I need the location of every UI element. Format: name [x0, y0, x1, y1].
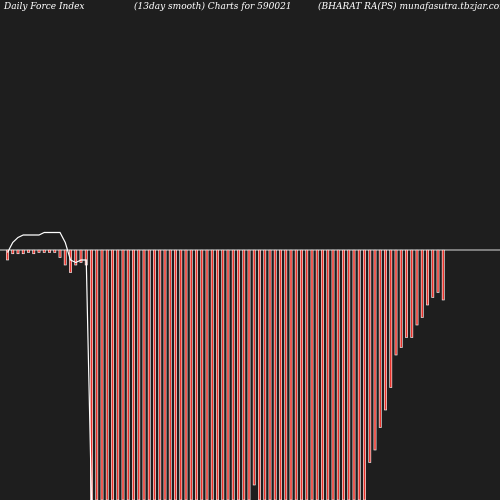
chart-title-right: (BHARAT RA(PS) munafasutra.tbzjar.com	[318, 2, 500, 12]
bar	[263, 249, 267, 500]
bar	[11, 249, 15, 255]
bar	[142, 249, 146, 500]
bar	[399, 249, 403, 348]
bar	[394, 249, 398, 356]
bar	[205, 249, 209, 500]
bar	[221, 249, 225, 500]
bar	[132, 249, 135, 500]
bar	[111, 249, 114, 500]
bar	[405, 249, 408, 338]
bar	[32, 249, 36, 255]
bar	[48, 249, 51, 253]
bar	[363, 249, 366, 500]
bar	[158, 249, 162, 500]
bar	[21, 249, 25, 255]
bar	[137, 249, 141, 500]
bar	[315, 249, 319, 500]
bar	[237, 249, 240, 500]
bar	[305, 249, 309, 500]
bar	[441, 249, 445, 301]
bar	[326, 249, 330, 500]
bar	[342, 249, 345, 500]
bar	[410, 249, 414, 338]
bar	[231, 249, 235, 500]
bar	[268, 249, 272, 500]
bar	[420, 249, 424, 318]
bar	[147, 249, 151, 500]
bar	[310, 249, 314, 500]
bar	[27, 249, 30, 253]
bar	[216, 249, 219, 500]
bar	[389, 249, 393, 388]
bar	[42, 249, 46, 253]
bar	[63, 249, 67, 266]
bar	[126, 249, 130, 500]
bar	[153, 249, 156, 500]
bar	[74, 249, 78, 266]
bar	[378, 249, 382, 428]
bar	[352, 249, 356, 500]
bar	[195, 249, 198, 500]
bar	[289, 249, 293, 500]
bar	[200, 249, 204, 500]
bar	[300, 249, 303, 500]
bar	[168, 249, 172, 500]
bar	[90, 249, 93, 500]
chart-title-center: (13day smooth) Charts for 590021	[134, 2, 292, 12]
bar	[58, 249, 62, 258]
bar	[189, 249, 193, 500]
bar	[174, 249, 177, 500]
bar	[226, 249, 230, 500]
bar	[373, 249, 377, 451]
bar	[184, 249, 188, 500]
bar	[100, 249, 104, 500]
bar	[79, 249, 83, 263]
bar	[273, 249, 277, 500]
bar	[179, 249, 183, 500]
bar	[426, 249, 429, 306]
bar	[384, 249, 387, 411]
bar	[37, 249, 41, 253]
bar	[415, 249, 419, 326]
bar	[247, 249, 251, 500]
bar	[95, 249, 99, 500]
bar	[6, 249, 9, 261]
bar	[53, 249, 57, 253]
bar	[252, 249, 256, 486]
bar	[242, 249, 246, 500]
bar	[258, 249, 261, 500]
index-line	[6, 231, 93, 500]
bar	[347, 249, 351, 500]
bar	[336, 249, 340, 500]
bar	[294, 249, 298, 500]
bar	[321, 249, 324, 500]
bar	[279, 249, 282, 500]
bar	[357, 249, 361, 500]
bar	[436, 249, 440, 293]
bar	[16, 249, 20, 255]
chart-title-left: Daily Force Index	[4, 2, 85, 12]
bar	[431, 249, 435, 298]
bar	[121, 249, 125, 500]
bar	[284, 249, 288, 500]
bar	[331, 249, 335, 500]
bar	[69, 249, 72, 273]
bar	[116, 249, 120, 500]
bar	[368, 249, 372, 463]
bar-series	[6, 249, 445, 500]
bar	[163, 249, 167, 500]
bar	[210, 249, 214, 500]
bar	[105, 249, 109, 500]
